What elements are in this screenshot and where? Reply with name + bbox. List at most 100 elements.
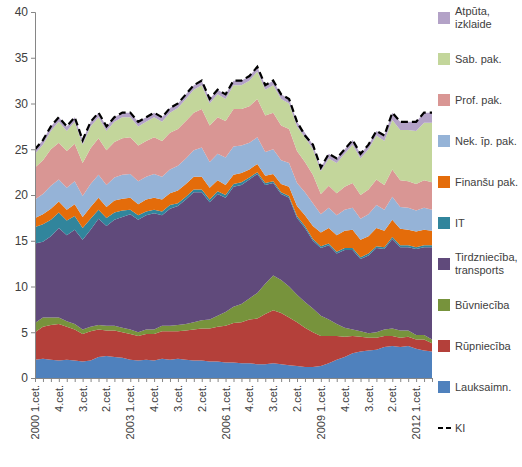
x-tick-mark xyxy=(186,378,187,382)
x-tick-mark xyxy=(99,378,100,382)
x-tick-mark xyxy=(241,378,242,382)
x-tick-label: 3.cet. xyxy=(77,385,89,412)
legend-item: IT xyxy=(438,217,465,229)
y-tick: 5 xyxy=(21,326,35,340)
x-tick-label: 2006 1.cet. xyxy=(220,385,232,439)
y-tick-mark xyxy=(31,195,35,196)
x-tick-mark xyxy=(35,378,36,382)
x-tick-mark xyxy=(257,378,258,382)
x-tick xyxy=(337,378,338,382)
y-tick: 10 xyxy=(15,280,35,294)
x-tick: 2.cet. xyxy=(196,378,208,412)
x-tick-mark xyxy=(408,378,409,382)
x-tick-mark xyxy=(170,378,171,382)
x-tick-mark xyxy=(265,378,266,382)
y-tick-mark xyxy=(31,378,35,379)
legend-label: Tirdzniecība,transports xyxy=(455,251,518,276)
x-tick xyxy=(67,378,68,382)
y-tick-label: 0 xyxy=(21,371,28,385)
x-tick xyxy=(281,378,282,382)
x-tick-mark xyxy=(289,378,290,382)
x-tick-mark xyxy=(424,378,425,382)
x-tick: 3.cet. xyxy=(267,378,279,412)
legend-item: Rūpniecība xyxy=(438,340,512,352)
x-tick-mark xyxy=(75,378,76,382)
x-tick-label: 4.cet. xyxy=(148,385,160,412)
legend-swatch xyxy=(438,176,450,188)
x-tick-mark xyxy=(329,378,330,382)
x-tick-mark xyxy=(178,378,179,382)
y-tick: 40 xyxy=(15,5,35,19)
y-axis: 0510152025303540 xyxy=(15,5,36,385)
legend-item: Prof. pak. xyxy=(438,94,502,106)
x-tick xyxy=(43,378,44,382)
x-tick xyxy=(234,378,235,382)
y-tick-mark xyxy=(31,149,35,150)
legend-label: KI xyxy=(455,422,465,434)
x-tick xyxy=(376,378,377,382)
y-tick-mark xyxy=(31,332,35,333)
y-axis-line xyxy=(31,13,36,379)
line-series xyxy=(35,67,432,168)
x-tick-mark xyxy=(432,378,433,382)
x-tick-mark xyxy=(218,378,219,382)
x-tick: 4.cet. xyxy=(339,378,351,412)
x-tick xyxy=(400,378,401,382)
x-tick-mark xyxy=(210,378,211,382)
x-tick-label: 2009 1.cet. xyxy=(315,385,327,439)
x-tick-mark xyxy=(297,378,298,382)
x-tick xyxy=(99,378,100,382)
x-tick-mark xyxy=(361,378,362,382)
x-tick: 3.cet. xyxy=(77,378,89,412)
x-tick: 2009 1.cet. xyxy=(315,378,327,439)
legend-swatch xyxy=(438,217,450,229)
x-tick-mark xyxy=(384,378,385,382)
legend-item: Atpūta,izklaide xyxy=(438,5,492,30)
y-tick: 20 xyxy=(15,188,35,202)
legend-label: Atpūta,izklaide xyxy=(455,5,492,30)
y-tick-label: 5 xyxy=(21,326,28,340)
y-tick-mark xyxy=(31,12,35,13)
legend-swatch xyxy=(438,94,450,106)
x-tick-mark xyxy=(337,378,338,382)
x-tick xyxy=(289,378,290,382)
x-tick-mark xyxy=(353,378,354,382)
y-tick: 15 xyxy=(15,234,35,248)
x-tick xyxy=(313,378,314,382)
x-tick xyxy=(51,378,52,382)
plot-area xyxy=(35,67,432,378)
x-tick: 3.cet. xyxy=(172,378,184,412)
x-tick-mark xyxy=(376,378,377,382)
legend-swatch xyxy=(438,381,450,393)
legend: Atpūta,izklaideSab. pak.Prof. pak.Nek. ī… xyxy=(438,5,518,434)
legend-label: IT xyxy=(455,217,465,229)
y-tick-label: 30 xyxy=(15,97,29,111)
x-tick-label: 4.cet. xyxy=(53,385,65,412)
x-tick-mark xyxy=(226,378,227,382)
y-tick: 35 xyxy=(15,51,35,65)
x-tick-mark xyxy=(122,378,123,382)
legend-label: Lauksaimn. xyxy=(455,381,511,393)
x-tick-mark xyxy=(273,378,274,382)
x-tick-mark xyxy=(106,378,107,382)
legend-label: Finanšu pak. xyxy=(455,176,518,188)
x-tick: 2003 1.cet. xyxy=(124,378,136,439)
x-tick-mark xyxy=(51,378,52,382)
x-tick-mark xyxy=(138,378,139,382)
x-tick-mark xyxy=(43,378,44,382)
x-axis: 2000 1.cet.4.cet.3.cet.2.cet.2003 1.cet.… xyxy=(29,378,432,439)
x-tick-mark xyxy=(154,378,155,382)
legend-label: Rūpniecība xyxy=(455,340,512,352)
legend-swatch xyxy=(438,12,450,24)
x-tick xyxy=(146,378,147,382)
x-tick: 2.cet. xyxy=(386,378,398,412)
x-tick-mark xyxy=(67,378,68,382)
x-tick: 4.cet. xyxy=(243,378,255,412)
x-tick-mark xyxy=(130,378,131,382)
x-tick xyxy=(424,378,425,382)
x-tick-mark xyxy=(194,378,195,382)
y-tick-mark xyxy=(31,58,35,59)
y-tick-label: 15 xyxy=(15,234,29,248)
x-tick-mark xyxy=(162,378,163,382)
x-tick xyxy=(432,378,433,382)
